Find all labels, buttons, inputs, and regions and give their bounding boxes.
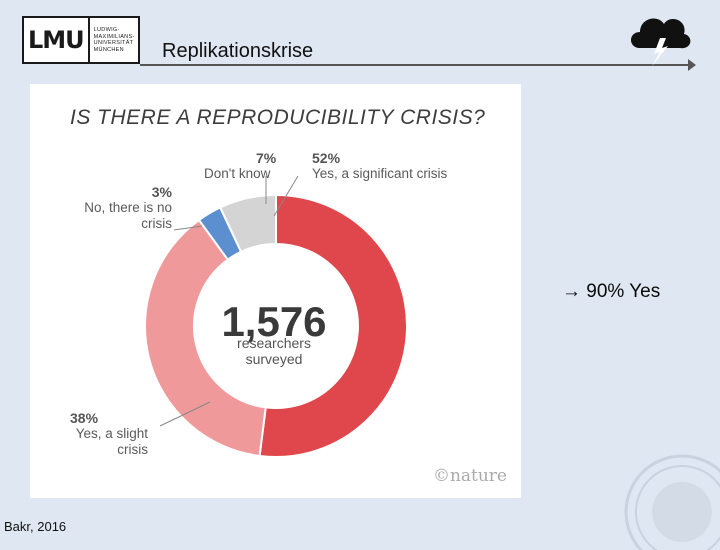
callout-pct: 52% <box>312 150 341 166</box>
callout-significant: 52% Yes, a significant crisis <box>312 150 447 182</box>
university-logo: LMU LUDWIG-MAXIMILIANS-UNIVERSITÄT MÜNCH… <box>22 16 140 64</box>
university-seal-icon <box>624 454 720 550</box>
chart-title: IS THERE A REPRODUCIBILITY CRISIS? <box>70 106 486 129</box>
callout-text: Yes, a significant crisis <box>312 166 448 181</box>
callout-line1: Yes, a slight <box>75 426 148 441</box>
callout-no: 3% No, there is no crisis <box>70 184 172 232</box>
callout-pct: 38% <box>70 410 99 426</box>
chart-figure: IS THERE A REPRODUCIBILITY CRISIS? 1,576… <box>30 84 521 498</box>
callout-pct: 7% <box>256 150 277 166</box>
leader-line-slight <box>159 401 211 427</box>
storm-cloud-icon <box>631 18 691 66</box>
logo-subtitle: LUDWIG-MAXIMILIANS-UNIVERSITÄT MÜNCHEN <box>93 27 135 53</box>
citation: Bakr, 2016 <box>4 519 67 534</box>
nature-watermark: ©nature <box>432 466 507 486</box>
callout-line1: No, there is no <box>84 200 172 215</box>
callout-pct: 3% <box>151 184 172 200</box>
donut-chart: 1,576 researchers surveyed <box>144 175 408 458</box>
logo-wordmark: LMU <box>24 18 90 62</box>
donut-slice-yes-a-slight-crisis <box>144 218 267 458</box>
donut-slice-don-t-know <box>218 193 277 254</box>
callout-text: Don't know <box>204 166 271 181</box>
leader-line-significant <box>273 175 299 217</box>
title-underline <box>140 64 692 66</box>
callout-dontknow: 7% Don't know <box>204 150 276 182</box>
callout-slight: 38% Yes, a slight crisis <box>70 410 148 458</box>
leader-line-no <box>173 225 203 231</box>
donut-slice-yes-a-significant-crisis <box>258 193 408 458</box>
center-number: 1,576 <box>221 298 326 345</box>
summary-note: → 90% Yes <box>562 281 661 302</box>
callout-line2: crisis <box>141 216 172 231</box>
center-label-line1: researchers <box>237 335 311 351</box>
center-label-line2: surveyed <box>246 351 303 367</box>
callout-line2: crisis <box>117 442 148 457</box>
slide-title: Replikationskrise <box>162 40 314 62</box>
title-arrowhead <box>688 59 696 71</box>
